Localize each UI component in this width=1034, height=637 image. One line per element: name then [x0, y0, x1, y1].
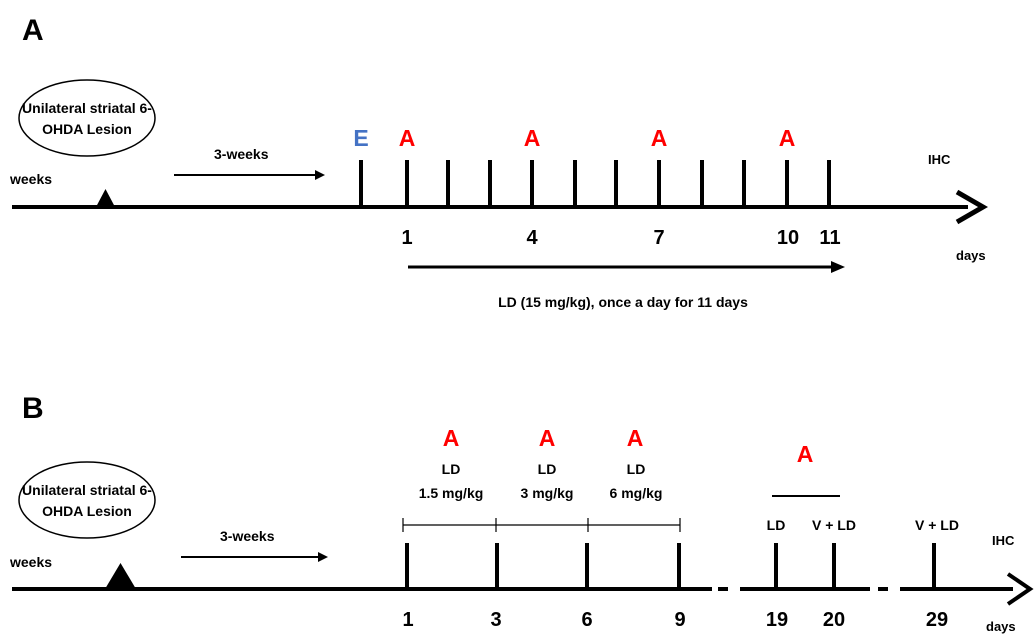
tick-label-ld: LD — [767, 517, 786, 533]
dose-drug-label: LD — [538, 461, 557, 477]
ihc-label: IHC — [992, 533, 1015, 548]
day-ticks — [405, 543, 936, 589]
day-number: 6 — [581, 609, 592, 631]
three-weeks-arrowhead-icon — [315, 170, 325, 180]
dose-drug-label: LD — [442, 461, 461, 477]
day-number: 9 — [674, 609, 685, 631]
dose-value-label: 6 mg/kg — [610, 485, 663, 501]
three-weeks-label: 3-weeks — [214, 146, 269, 162]
marker-a: A — [539, 425, 556, 451]
treatment-arrowhead-icon — [831, 261, 845, 273]
weeks-label: weeks — [9, 554, 52, 570]
three-weeks-arrowhead-icon — [318, 552, 328, 562]
lesion-label-line2: OHDA Lesion — [42, 121, 132, 137]
marker-a: A — [651, 125, 668, 151]
panel-a-letter: A — [22, 14, 44, 47]
marker-e: E — [353, 125, 368, 151]
tick-label-v-ld: V + LD — [812, 517, 856, 533]
tick-label-v-ld: V + LD — [915, 517, 959, 533]
day-number: 20 — [823, 609, 845, 631]
treatment-label: LD (15 mg/kg), once a day for 11 days — [498, 294, 748, 310]
marker-a: A — [399, 125, 416, 151]
lesion-label-line1: Unilateral striatal 6- — [22, 100, 152, 116]
lesion-ellipse — [18, 461, 156, 539]
marker-a: A — [627, 425, 644, 451]
weeks-label: weeks — [9, 171, 52, 187]
dose-value-label: 3 mg/kg — [521, 485, 574, 501]
lesion-label-line2: OHDA Lesion — [42, 503, 132, 519]
timeline-arrowhead-icon — [1006, 572, 1034, 606]
days-label: days — [956, 248, 986, 263]
dose-value-label: 1.5 mg/kg — [419, 485, 484, 501]
panel-b-letter: B — [22, 392, 44, 425]
day-number: 19 — [766, 609, 788, 631]
marker-a: A — [443, 425, 460, 451]
day-number: 3 — [490, 609, 501, 631]
day-number: 4 — [526, 227, 538, 249]
marker-a: A — [524, 125, 541, 151]
day-number: 29 — [926, 609, 948, 631]
timeline-arrowhead-icon — [955, 189, 989, 225]
day-number: 1 — [402, 609, 413, 631]
dose-drug-label: LD — [627, 461, 646, 477]
lesion-triangle-icon — [96, 189, 115, 207]
marker-a: A — [797, 441, 814, 467]
lesion-triangle-icon — [105, 563, 136, 589]
day-ticks — [359, 160, 831, 207]
day-number: 7 — [653, 227, 664, 249]
panel-b: B Unilateral striatal 6- OHDA Lesion wee… — [9, 392, 1034, 634]
day-number: 10 — [777, 227, 799, 249]
lesion-ellipse — [18, 79, 156, 157]
days-label: days — [986, 619, 1016, 634]
three-weeks-label: 3-weeks — [220, 528, 275, 544]
day-number: 1 — [401, 227, 412, 249]
marker-a: A — [779, 125, 796, 151]
panel-a: A Unilateral striatal 6- OHDA Lesion wee… — [9, 14, 989, 310]
day-number: 11 — [819, 227, 840, 249]
lesion-label-line1: Unilateral striatal 6- — [22, 482, 152, 498]
ihc-label: IHC — [928, 152, 951, 167]
